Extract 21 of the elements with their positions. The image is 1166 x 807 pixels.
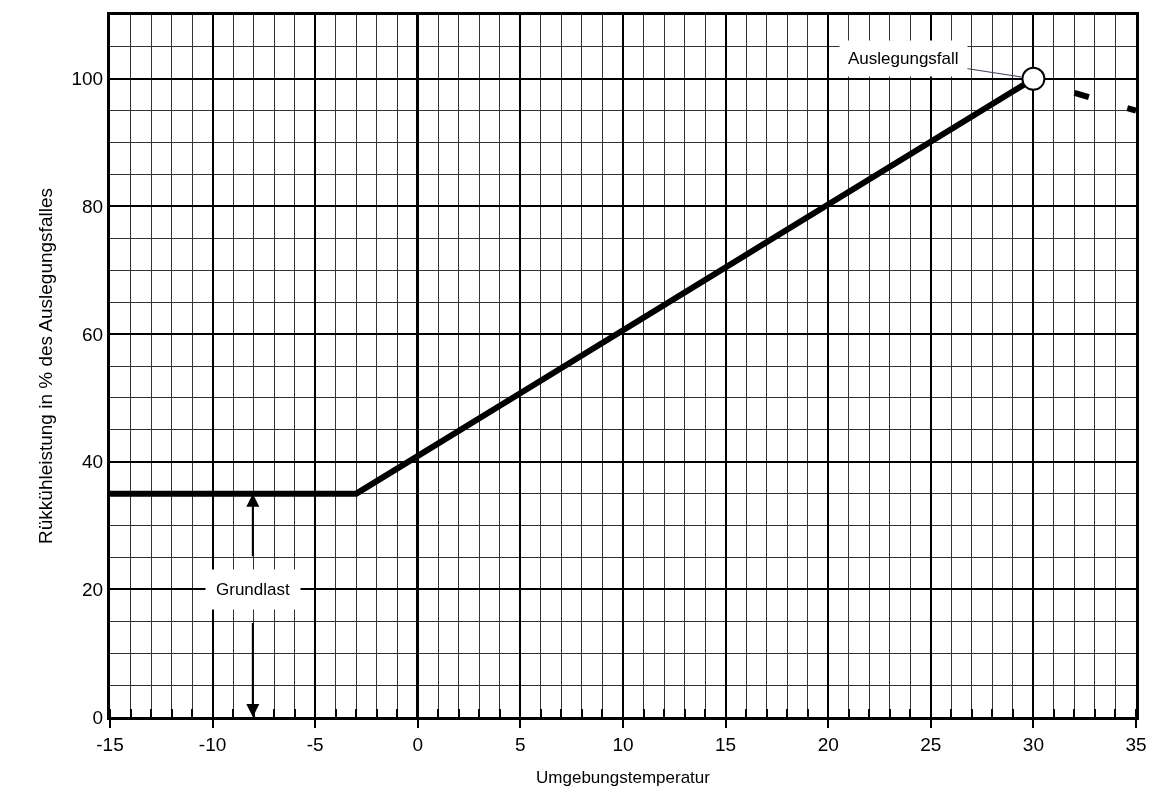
y-axis-title: Rükkühleistung in % des Auslegungsfalles [35, 188, 57, 544]
y-tick-label: 0 [92, 706, 104, 728]
x-tick-label: -10 [198, 733, 227, 755]
x-tick-label: 25 [920, 733, 942, 755]
y-tick-label: 100 [71, 68, 104, 90]
x-tick-label: -5 [306, 733, 324, 755]
x-tick-label: 15 [715, 733, 737, 755]
x-tick-label: -15 [96, 733, 124, 755]
x-tick-label: 5 [515, 733, 526, 755]
annotation: Auslegungsfall [848, 49, 959, 68]
x-tick-label: 0 [412, 733, 424, 755]
x-tick-label: 35 [1125, 733, 1147, 755]
x-axis-title: Umgebungstemperatur [536, 768, 711, 788]
x-tick-label: 20 [817, 733, 839, 755]
x-tick-label: 10 [612, 733, 634, 755]
y-tick-label: 20 [82, 579, 104, 601]
y-tick-label: 40 [82, 451, 104, 473]
annotation: Grundlast [216, 580, 290, 599]
y-tick-label: 80 [82, 196, 104, 218]
x-tick-label: 30 [1022, 733, 1044, 755]
y-tick-label: 60 [82, 323, 104, 345]
